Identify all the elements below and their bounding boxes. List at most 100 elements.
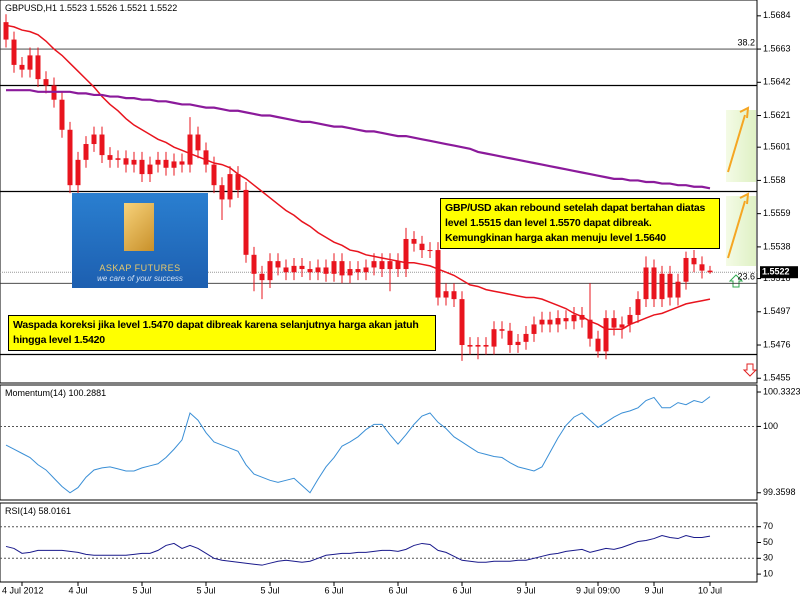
candle-body [11, 39, 17, 65]
candle-body [635, 299, 641, 315]
chart-title: GBPUSD,H1 1.5523 1.5526 1.5521 1.5522 [5, 3, 177, 13]
candle-body [395, 261, 401, 270]
candle-body [499, 329, 505, 331]
logo-tagline: we care of your success [97, 274, 183, 283]
candle-body [411, 238, 417, 244]
candle-body [243, 189, 249, 255]
candle-body [115, 158, 121, 160]
candle-body [523, 333, 529, 342]
indicator-line [5, 396, 711, 494]
candle-body [315, 267, 321, 273]
fib-label: 38.2 [737, 37, 755, 47]
arrow [727, 106, 750, 173]
fib-label: 23.6 [737, 272, 755, 282]
x-tick-label: 5 Jul [132, 585, 151, 595]
candle-body [667, 273, 673, 298]
candle-body [307, 269, 313, 273]
candle-body [227, 174, 233, 200]
candle-body [659, 273, 665, 300]
candle-body [275, 261, 281, 268]
candle-body [491, 329, 497, 347]
candle-body [563, 318, 569, 322]
y-tick-label: 1.5497 [763, 306, 791, 316]
candle-body [131, 159, 137, 165]
candle-body [571, 314, 577, 322]
low: 1.5521 [120, 3, 148, 13]
candle-body [507, 330, 513, 346]
candle-body [363, 267, 369, 273]
candle-body [675, 281, 681, 298]
x-tick-label: 9 Jul 09:00 [576, 585, 620, 595]
y-tick-label: 99.3598 [763, 487, 796, 497]
indicator-line [5, 535, 711, 566]
candle-body [179, 161, 185, 165]
candle-body [691, 257, 697, 265]
y-tick-label: 1.5455 [763, 373, 791, 383]
candle-body [371, 261, 377, 268]
x-tick-label: 6 Jul [324, 585, 343, 595]
note: GBP/USD akan rebound setelah dapat berta… [440, 198, 720, 249]
candle-body [83, 144, 89, 160]
x-tick-label: 6 Jul [388, 585, 407, 595]
candle-body [339, 261, 345, 276]
candle-body [595, 338, 601, 352]
candle-body [123, 158, 129, 165]
arrow [727, 192, 750, 259]
candle-body [683, 257, 689, 282]
candle-body [267, 261, 273, 281]
price-tag-label: 1.5522 [762, 267, 790, 277]
candle-body [323, 267, 329, 274]
close: 1.5522 [150, 3, 178, 13]
candle-body [555, 318, 561, 325]
logo: ASKAP FUTURES we care of your success [72, 193, 208, 288]
x-tick-label: 5 Jul [260, 585, 279, 595]
x-tick-label: 6 Jul [452, 585, 471, 595]
up-arrow [728, 274, 744, 288]
candle-body [19, 64, 25, 70]
candle-body [147, 164, 153, 175]
logo-name: ASKAP FUTURES [99, 263, 181, 273]
rsi-panel [0, 502, 758, 583]
x-tick-label: 9 Jul [516, 585, 535, 595]
logo-mark [124, 203, 154, 251]
candle-body [587, 319, 593, 339]
candle-body [651, 267, 657, 300]
highlight-zone [726, 196, 756, 266]
candle-body [515, 341, 521, 346]
indicator-value: 100.2881 [69, 388, 107, 398]
candle-body [483, 345, 489, 347]
y-tick-label: 30 [763, 553, 773, 563]
candle-body [619, 324, 625, 328]
candle-body [107, 155, 113, 160]
candle-body [3, 22, 9, 40]
candle-body [627, 314, 633, 325]
candle-body [547, 319, 553, 325]
indicator-title: Momentum(14) 100.2881 [5, 388, 106, 398]
candle-body [75, 159, 81, 186]
symbol: GBPUSD,H1 [5, 3, 57, 13]
indicator-name: RSI(14) [5, 506, 36, 516]
x-tick-label: 10 Jul [698, 585, 722, 595]
y-tick-label: 100.3323 [763, 386, 800, 396]
candle-body [459, 299, 465, 346]
candle-body [91, 134, 97, 145]
candle-body [419, 243, 425, 251]
y-tick-label: 1.5663 [763, 43, 791, 53]
candle-body [707, 270, 713, 273]
candle-body [27, 55, 33, 70]
candle-body [259, 273, 265, 281]
candle-body [155, 159, 161, 165]
candle-body [219, 185, 225, 200]
note: Waspada koreksi jika level 1.5470 dapat … [8, 315, 436, 351]
candle-body [291, 265, 297, 273]
candle-body [195, 134, 201, 151]
candle-body [699, 264, 705, 271]
x-tick-label: 5 Jul [196, 585, 215, 595]
highlight-zone [726, 110, 756, 182]
candle-body [435, 250, 441, 298]
open: 1.5523 [60, 3, 88, 13]
indicator-value: 58.0161 [39, 506, 72, 516]
candle-body [203, 150, 209, 165]
candle-body [451, 291, 457, 300]
